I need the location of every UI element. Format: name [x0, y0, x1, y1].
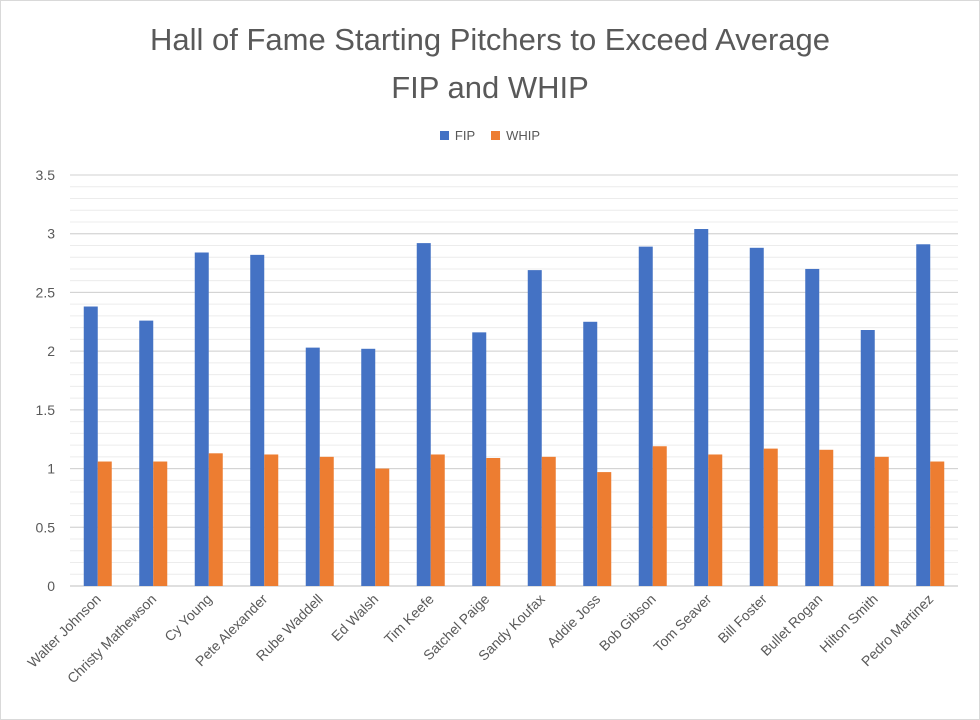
bar-fip [416, 243, 431, 586]
x-category-label: Tom Seaver [650, 591, 714, 655]
chart-title-line-1: Hall of Fame Starting Pitchers to Exceed… [149, 22, 831, 57]
bar-fip [694, 229, 709, 586]
y-tick-label: 1.5 [36, 402, 56, 418]
legend-swatch-fip [439, 131, 449, 140]
y-tick-label: 2 [47, 343, 55, 359]
bar-whip [97, 461, 112, 586]
legend-swatch-whip [491, 131, 501, 140]
bar-fip [139, 320, 154, 586]
bar-fip [583, 321, 598, 586]
bar-whip [597, 472, 612, 586]
bar-whip [763, 448, 778, 586]
bar-whip [486, 458, 501, 586]
bar-whip [264, 454, 279, 586]
bar-whip [652, 446, 667, 586]
bar-fip [749, 247, 764, 586]
y-tick-label: 0.5 [36, 519, 56, 535]
chart-title-line-2: FIP and WHIP [391, 70, 589, 105]
bar-whip [153, 461, 168, 586]
x-category-label: Bill Foster [715, 591, 771, 647]
x-category-label: Ed Walsh [328, 591, 381, 644]
bar-fip [83, 306, 98, 586]
bar-fip [638, 246, 653, 587]
x-category-label: Addie Joss [544, 591, 604, 651]
bar-whip [375, 468, 390, 586]
bar-fip [527, 270, 542, 586]
bar-fip [916, 244, 931, 587]
x-category-label: Tim Keefe [381, 591, 437, 647]
bar-whip [874, 456, 889, 586]
bar-whip [319, 456, 334, 586]
bar-whip [208, 453, 223, 586]
x-category-label: Cy Young [161, 591, 215, 645]
bar-whip [708, 454, 723, 586]
bar-fip [805, 268, 820, 586]
legend-label-whip: WHIP [506, 128, 541, 143]
legend-item-whip: WHIP [491, 128, 540, 143]
y-tick-label: 2.5 [36, 284, 56, 300]
bar-fip [472, 332, 487, 586]
bar-fip [194, 252, 209, 586]
x-category-label: Bob Gibson [596, 591, 659, 654]
bar-fip [250, 254, 265, 586]
y-tick-label: 0 [47, 578, 55, 594]
bar-whip [819, 449, 834, 586]
legend: FIP WHIP [0, 128, 980, 143]
legend-item-fip: FIP [439, 128, 476, 143]
bar-fip [860, 330, 875, 586]
bar-fip [305, 347, 320, 586]
bar-whip [930, 461, 945, 586]
bar-whip [430, 454, 445, 586]
bar-whip [541, 456, 556, 586]
legend-label-fip: FIP [454, 128, 476, 143]
y-tick-label: 1 [47, 461, 55, 477]
y-tick-label: 3 [47, 226, 55, 242]
bar-fip [361, 348, 376, 586]
y-tick-label: 3.5 [36, 167, 56, 183]
